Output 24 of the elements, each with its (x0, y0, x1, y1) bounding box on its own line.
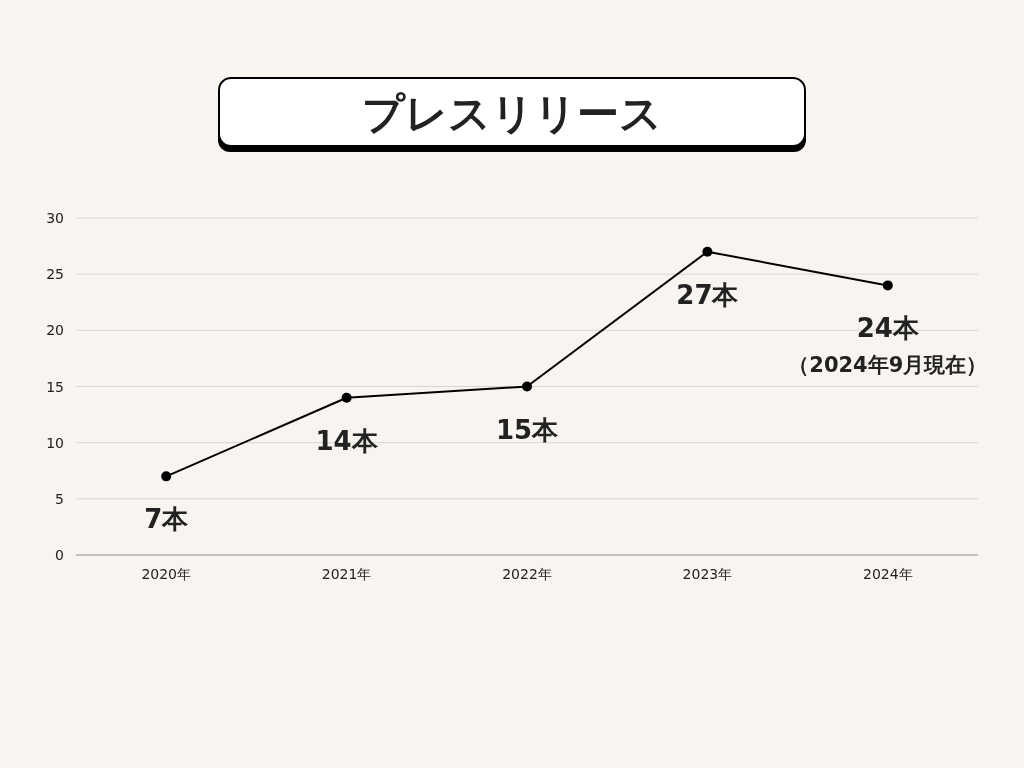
y-tick-label: 20 (46, 322, 64, 339)
chart-title: プレスリリース (362, 89, 662, 138)
x-tick-label: 2020年 (141, 566, 192, 582)
y-tick-label: 25 (46, 266, 64, 283)
point (161, 471, 172, 482)
x-tick-label: 2023年 (682, 566, 733, 582)
point (702, 246, 713, 257)
y-tick-label: 15 (46, 378, 64, 395)
data-label: 24本 (856, 313, 920, 344)
x-tick-label: 2022年 (502, 566, 552, 582)
point (522, 381, 532, 392)
data-label: 15本 (495, 414, 560, 445)
data-label: 27本 (676, 279, 740, 310)
y-tick-label: 5 (55, 490, 64, 507)
x-tick-label: 2021年 (321, 566, 372, 582)
y-tick-label: 30 (46, 210, 64, 226)
point (882, 280, 893, 291)
annotation: （2024年9月現在） (788, 353, 988, 377)
y-tick-label: 10 (46, 434, 64, 451)
x-tick-label: 2024年 (862, 566, 913, 582)
data-label: 14本 (315, 425, 379, 456)
data-label: 7本 (144, 504, 190, 535)
y-tick-label: 0 (55, 547, 64, 563)
point (341, 392, 352, 403)
